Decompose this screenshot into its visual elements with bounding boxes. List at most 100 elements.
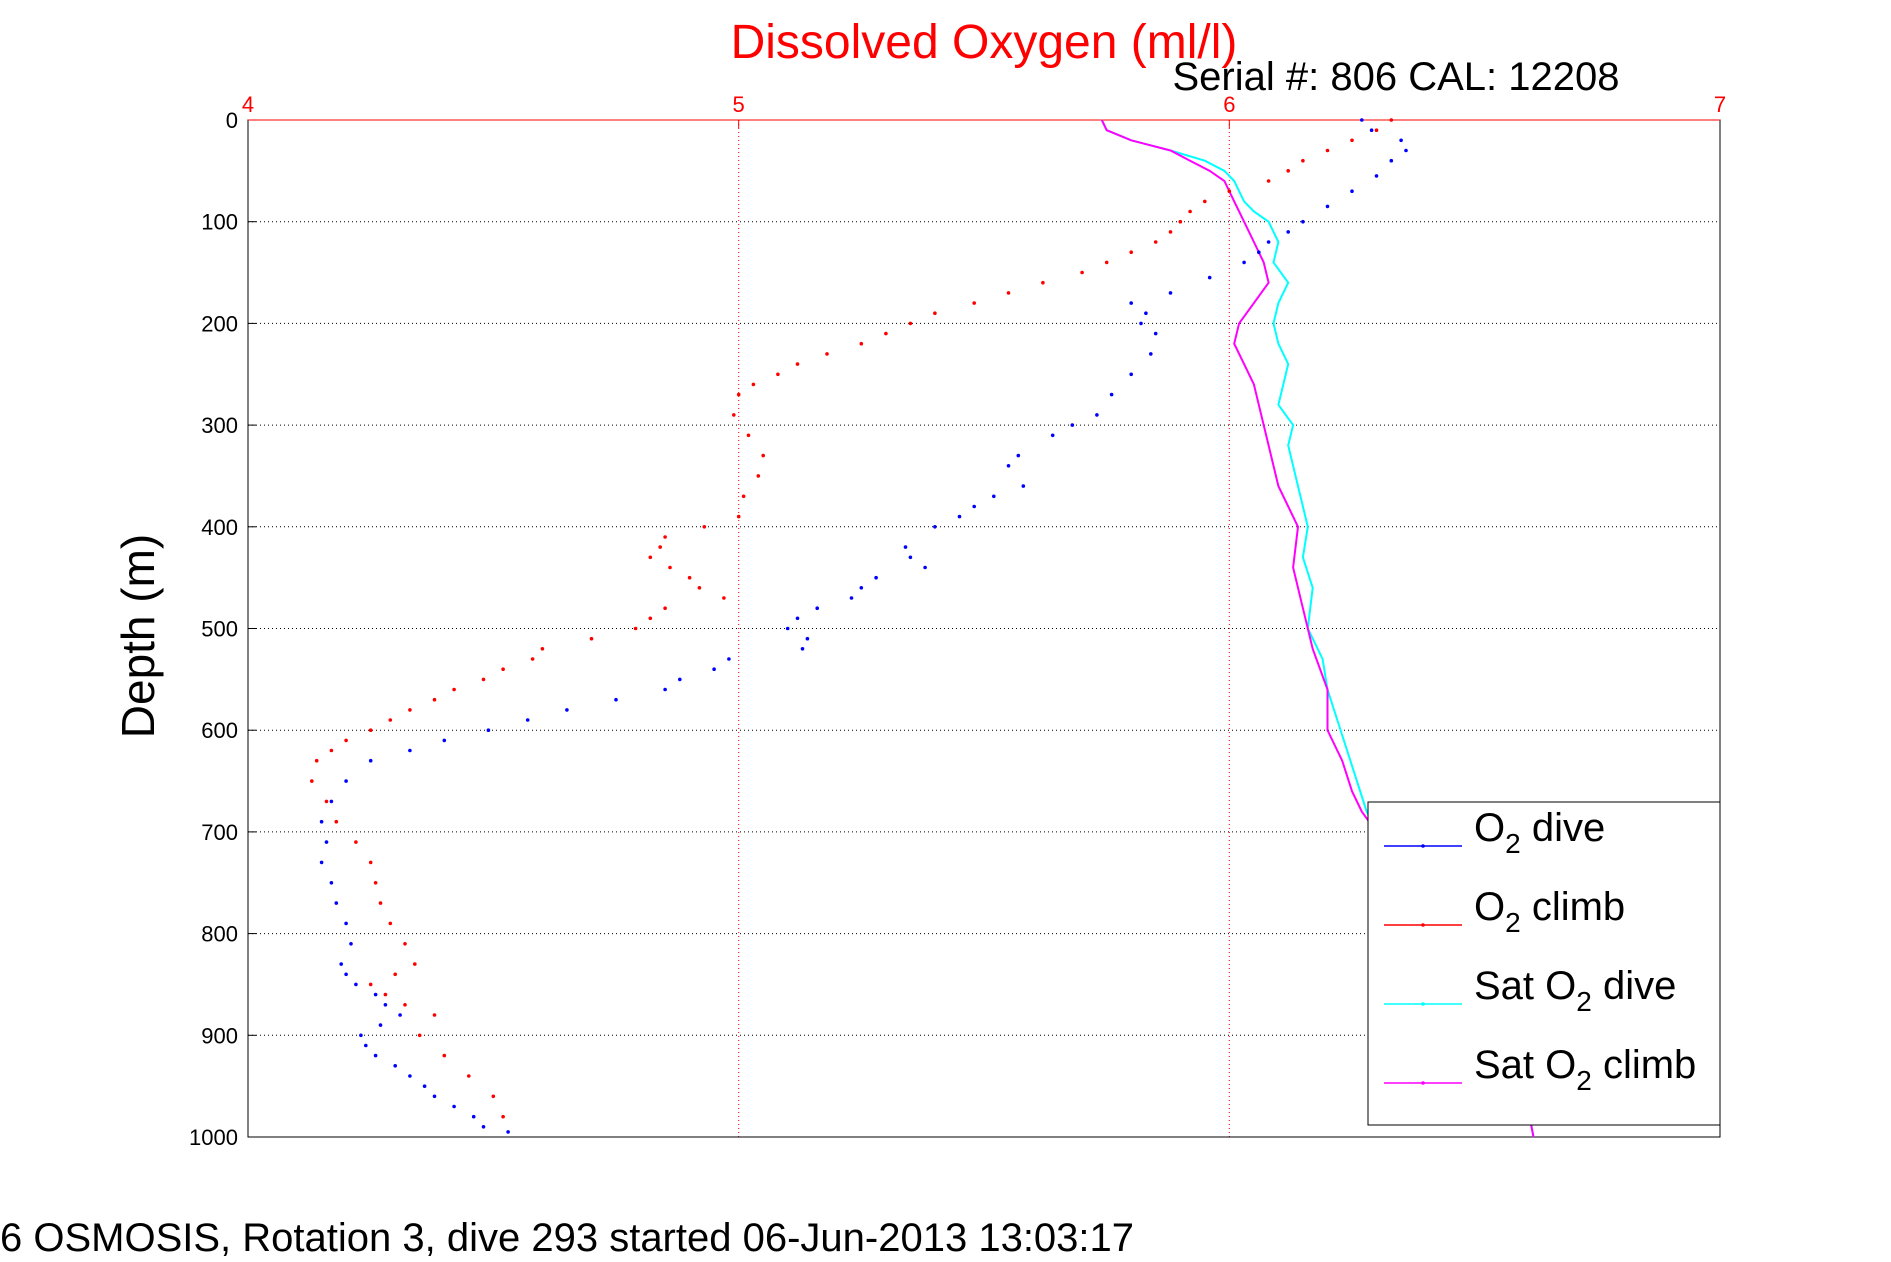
point-o2-dive (1153, 331, 1158, 336)
point-o2-climb (1266, 179, 1271, 183)
point-o2-dive (1350, 189, 1354, 193)
point-o2-dive (339, 962, 344, 966)
point-o2-dive (874, 575, 878, 580)
point-o2-dive (795, 616, 800, 621)
legend-label-rest: dive (1521, 806, 1606, 850)
point-o2-climb (501, 667, 505, 671)
point-o2-climb (933, 311, 937, 316)
point-o2-climb (383, 992, 388, 997)
x-tick-label: 5 (733, 92, 745, 117)
point-o2-climb (344, 738, 348, 743)
x-tick-label: 7 (1714, 92, 1726, 117)
point-o2-dive (727, 657, 731, 661)
serial-cal-label: Serial #: 806 CAL: 12208 (1173, 55, 1620, 99)
point-o2-climb (1203, 199, 1207, 204)
point-o2-climb (1153, 240, 1158, 244)
point-o2-dive (815, 606, 819, 610)
point-o2-dive (378, 1023, 383, 1027)
point-o2-climb (540, 647, 545, 651)
point-o2-climb (633, 626, 638, 631)
point-o2-dive (712, 667, 716, 671)
point-o2-dive (486, 728, 491, 732)
point-o2-climb (1325, 148, 1330, 153)
point-o2-dive (525, 718, 530, 722)
point-o2-climb (761, 453, 765, 458)
y-tick-label: 900 (201, 1023, 238, 1048)
point-o2-climb (658, 545, 662, 549)
y-tick-label: 100 (201, 210, 238, 235)
point-o2-dive (432, 1094, 437, 1099)
point-o2-dive (1129, 372, 1133, 377)
point-o2-dive (785, 626, 790, 631)
point-o2-climb (467, 1074, 471, 1078)
legend-item-sat-o2-dive: Sat O2 dive (1384, 964, 1676, 1017)
point-o2-climb (648, 616, 653, 621)
point-o2-climb (776, 372, 780, 377)
y-tick-label: 600 (201, 718, 238, 743)
point-o2-climb (491, 1094, 496, 1099)
point-o2-climb (388, 921, 393, 926)
point-o2-climb (501, 1114, 505, 1119)
point-o2-dive (471, 1114, 476, 1119)
point-o2-dive (849, 596, 854, 600)
point-o2-dive (349, 942, 353, 946)
point-o2-climb (736, 392, 741, 397)
point-o2-climb (432, 1013, 437, 1017)
point-o2-climb (732, 413, 736, 417)
point-o2-dive (364, 1043, 368, 1048)
point-o2-climb (1178, 219, 1183, 224)
x-tick-label: 4 (242, 92, 254, 117)
point-o2-dive (344, 972, 348, 977)
y-tick-label: 300 (201, 413, 238, 438)
point-o2-climb (972, 301, 976, 305)
point-o2-dive (1021, 484, 1026, 488)
footer-caption: 6 OSMOSIS, Rotation 3, dive 293 started … (0, 1216, 1134, 1260)
point-o2-climb (481, 677, 486, 682)
point-o2-climb (825, 352, 829, 356)
point-o2-climb (373, 881, 378, 885)
point-o2-dive (1242, 260, 1246, 265)
point-o2-climb (884, 331, 888, 336)
point-o2-climb (746, 433, 751, 438)
point-o2-dive (452, 1104, 456, 1109)
point-o2-dive (442, 738, 447, 743)
point-o2-dive (678, 677, 682, 682)
point-o2-climb (697, 586, 702, 590)
point-o2-dive (1139, 321, 1143, 326)
point-o2-climb (334, 819, 339, 824)
point-o2-climb (368, 982, 373, 987)
point-o2-dive (1016, 453, 1021, 458)
legend-label-subscript: 2 (1505, 907, 1521, 938)
point-o2-climb (442, 1053, 447, 1058)
point-o2-climb (668, 565, 672, 570)
point-o2-dive (408, 1074, 412, 1078)
point-o2-dive (393, 1064, 398, 1068)
legend-marker (1421, 1081, 1425, 1085)
point-o2-climb (413, 962, 417, 966)
legend-label-main: O (1474, 806, 1505, 850)
point-o2-dive (1325, 204, 1330, 209)
point-o2-dive (354, 982, 358, 987)
point-o2-dive (663, 687, 667, 692)
point-o2-dive (1095, 413, 1099, 417)
point-o2-dive (329, 881, 334, 885)
legend-label-main: Sat O (1474, 1043, 1576, 1087)
point-o2-dive (972, 504, 976, 509)
point-o2-dive (319, 819, 324, 824)
point-o2-dive (565, 708, 569, 712)
point-o2-dive (1266, 240, 1271, 244)
point-o2-dive (1149, 352, 1153, 356)
point-o2-climb (452, 687, 456, 692)
legend-label-rest: dive (1592, 964, 1677, 1008)
point-o2-climb (648, 555, 653, 560)
point-o2-dive (859, 586, 864, 590)
point-o2-climb (908, 321, 913, 326)
point-o2-climb (354, 840, 358, 844)
legend-label-subscript: 2 (1505, 828, 1521, 859)
point-o2-dive (359, 1033, 363, 1038)
y-axis-label: Depth (m) (112, 534, 164, 738)
point-o2-climb (1006, 291, 1011, 295)
point-o2-dive (992, 494, 996, 499)
y-tick-label: 200 (201, 311, 238, 336)
